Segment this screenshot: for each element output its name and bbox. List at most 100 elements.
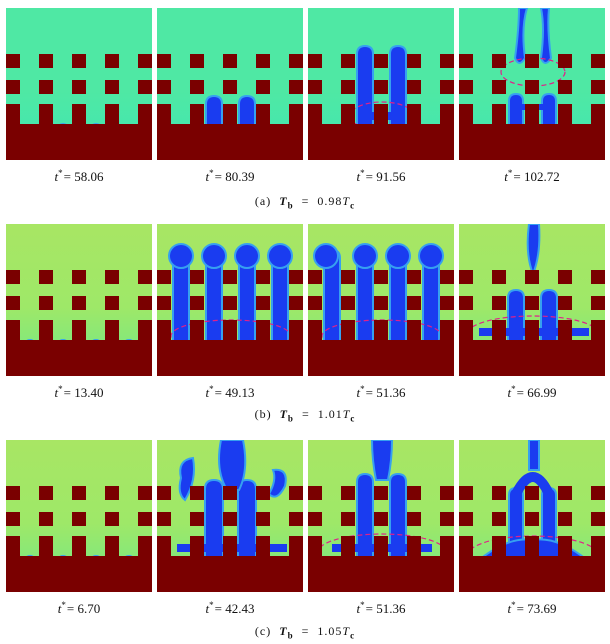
wall-block: [407, 550, 421, 558]
heated-wall: [308, 124, 454, 160]
wall-block: [374, 104, 388, 118]
wall-block: [558, 550, 572, 558]
wall-block: [256, 320, 270, 334]
wall-block: [407, 512, 421, 526]
simulation-frame: [6, 440, 152, 592]
panel-c1: [6, 440, 152, 592]
wall-block: [492, 118, 506, 126]
wall-block: [341, 270, 355, 284]
wall-block: [138, 320, 152, 334]
wall-block: [223, 550, 237, 558]
time-label: t*= 51.36: [356, 384, 406, 400]
heated-wall: [459, 124, 605, 160]
wall-block: [440, 334, 454, 342]
wall-block: [105, 270, 119, 284]
wall-block: [6, 270, 20, 284]
wall-block: [558, 104, 572, 118]
wall-block: [223, 486, 237, 500]
wall-block: [223, 334, 237, 342]
wall-block: [407, 320, 421, 334]
wall-block: [138, 486, 152, 500]
vapor-bubble: [234, 243, 260, 269]
wall-block: [407, 80, 421, 94]
wall-block: [492, 80, 506, 94]
wall-block: [256, 512, 270, 526]
vapor-bubble: [356, 472, 374, 563]
wall-block: [308, 270, 322, 284]
wall-block: [6, 536, 20, 550]
panel-b2: [157, 224, 303, 376]
wall-block: [289, 296, 303, 310]
wall-block: [440, 270, 454, 284]
wall-block: [289, 334, 303, 342]
wall-block: [190, 296, 204, 310]
wall-block: [6, 550, 20, 558]
wall-block: [459, 536, 473, 550]
wall-block: [459, 104, 473, 118]
wall-block: [341, 118, 355, 126]
wall-block: [289, 512, 303, 526]
wall-block: [105, 512, 119, 526]
panel-c4: [459, 440, 605, 592]
wall-block: [223, 536, 237, 550]
vapor-bubble: [204, 478, 224, 563]
wall-block: [407, 118, 421, 126]
wall-block: [440, 550, 454, 558]
wall-block: [157, 486, 171, 500]
vapor-bubble: [201, 243, 227, 269]
wall-block: [459, 320, 473, 334]
wall-block: [492, 486, 506, 500]
time-label: t*= 51.36: [356, 600, 406, 616]
wall-block: [223, 512, 237, 526]
wall-block: [157, 80, 171, 94]
wall-block: [157, 512, 171, 526]
wall-block: [308, 334, 322, 342]
wall-block: [308, 486, 322, 500]
wall-block: [223, 320, 237, 334]
wall-block: [558, 486, 572, 500]
wall-block: [308, 296, 322, 310]
wall-block: [341, 550, 355, 558]
wall-block: [374, 80, 388, 94]
wall-block: [289, 320, 303, 334]
vapor-bubble: [508, 92, 524, 131]
wall-block: [105, 54, 119, 68]
wall-block: [525, 118, 539, 126]
simulation-frame: [459, 224, 605, 376]
vapor-bubble: [352, 243, 378, 269]
vapor-bubble: [370, 440, 394, 481]
wall-block: [459, 80, 473, 94]
time-label: t*= 66.99: [507, 384, 557, 400]
wall-block: [374, 270, 388, 284]
wall-block: [6, 486, 20, 500]
wall-block: [138, 80, 152, 94]
wall-block: [256, 536, 270, 550]
wall-block: [138, 104, 152, 118]
wall-block: [157, 54, 171, 68]
wall-block: [308, 118, 322, 126]
wall-block: [525, 296, 539, 310]
wall-block: [374, 320, 388, 334]
wall-block: [256, 296, 270, 310]
wall-block: [39, 486, 53, 500]
wall-block: [289, 270, 303, 284]
time-label: t*= 13.40: [54, 384, 104, 400]
time-label: t*= 49.13: [205, 384, 255, 400]
wall-block: [341, 54, 355, 68]
wall-block: [440, 536, 454, 550]
wall-block: [105, 334, 119, 342]
panel-c3: [308, 440, 454, 592]
wall-block: [289, 104, 303, 118]
wall-block: [190, 486, 204, 500]
wall-block: [256, 104, 270, 118]
wall-block: [374, 334, 388, 342]
heated-wall: [6, 556, 152, 592]
wall-block: [289, 486, 303, 500]
simulation-frame: [459, 440, 605, 592]
heated-wall: [459, 340, 605, 376]
wall-block: [591, 270, 605, 284]
vapor-bubble: [205, 94, 223, 131]
wall-block: [39, 270, 53, 284]
wall-block: [190, 104, 204, 118]
simulation-frame: [308, 224, 454, 376]
